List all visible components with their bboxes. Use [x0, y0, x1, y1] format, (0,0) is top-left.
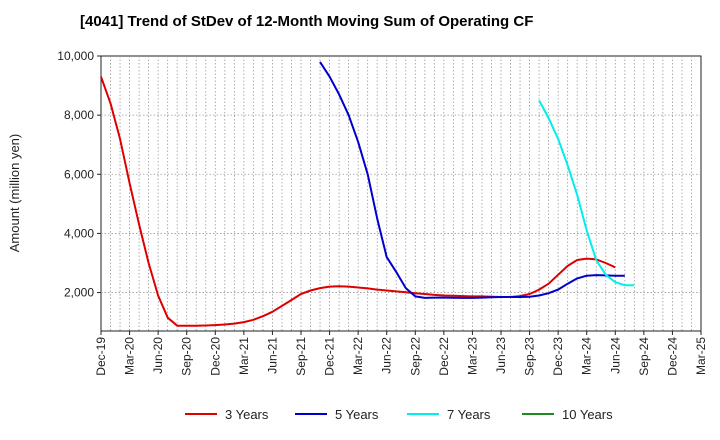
- x-tick-label: Dec-23: [551, 337, 565, 376]
- x-tick-label: Jun-20: [151, 337, 165, 374]
- x-tick-label: Jun-24: [608, 337, 622, 374]
- x-tick-label: Jun-21: [265, 337, 279, 374]
- series-line-3-years: [100, 76, 616, 327]
- x-tick-label: Sep-20: [180, 337, 194, 376]
- legend-label-10-years: 10 Years: [562, 407, 613, 422]
- series-lines: [100, 61, 635, 327]
- x-tick-label: Jun-23: [494, 337, 508, 374]
- y-tick-label: 4,000: [64, 226, 94, 240]
- x-tick-label: Jun-22: [380, 337, 394, 374]
- y-axis-label: Amount (million yen): [7, 134, 22, 253]
- y-tick-label: 10,000: [57, 49, 94, 63]
- legend: 3 Years 5 Years 7 Years 10 Years: [185, 407, 613, 422]
- grid-lines: [101, 56, 701, 331]
- x-tick-label: Dec-22: [437, 337, 451, 376]
- legend-label-3-years: 3 Years: [225, 407, 269, 422]
- legend-label-5-years: 5 Years: [335, 407, 379, 422]
- x-tick-label: Dec-20: [208, 337, 222, 376]
- x-tick-label: Dec-19: [94, 337, 108, 376]
- chart-title: [4041] Trend of StDev of 12-Month Moving…: [80, 13, 533, 30]
- x-tick-label: Sep-22: [408, 337, 422, 376]
- plot-area: [100, 55, 702, 332]
- legend-label-7-years: 7 Years: [447, 407, 491, 422]
- x-tick-label: Mar-20: [123, 337, 137, 375]
- x-tick-label: Dec-21: [323, 337, 337, 376]
- y-tick-label: 2,000: [64, 286, 94, 300]
- x-tick-label: Mar-22: [351, 337, 365, 375]
- x-tick-label: Sep-21: [294, 337, 308, 376]
- series-line-5-years: [319, 61, 625, 299]
- x-tick-label: Sep-23: [523, 337, 537, 376]
- y-tick-label: 6,000: [64, 167, 94, 181]
- x-tick-label: Mar-25: [694, 337, 708, 375]
- x-axis-ticks: Dec-19 Mar-20 Jun-20 Sep-20 Dec-20 Mar-21 Jun-…: [94, 331, 708, 376]
- y-axis-ticks: 2,000 4,000 6,000 8,000 10,000: [57, 49, 101, 300]
- series-line-7-years: [538, 99, 635, 287]
- y-tick-label: 8,000: [64, 108, 94, 122]
- x-tick-label: Dec-24: [665, 337, 679, 376]
- x-tick-label: Mar-23: [465, 337, 479, 375]
- x-tick-label: Sep-24: [637, 337, 651, 376]
- x-tick-label: Mar-24: [580, 337, 594, 375]
- x-tick-label: Mar-21: [237, 337, 251, 375]
